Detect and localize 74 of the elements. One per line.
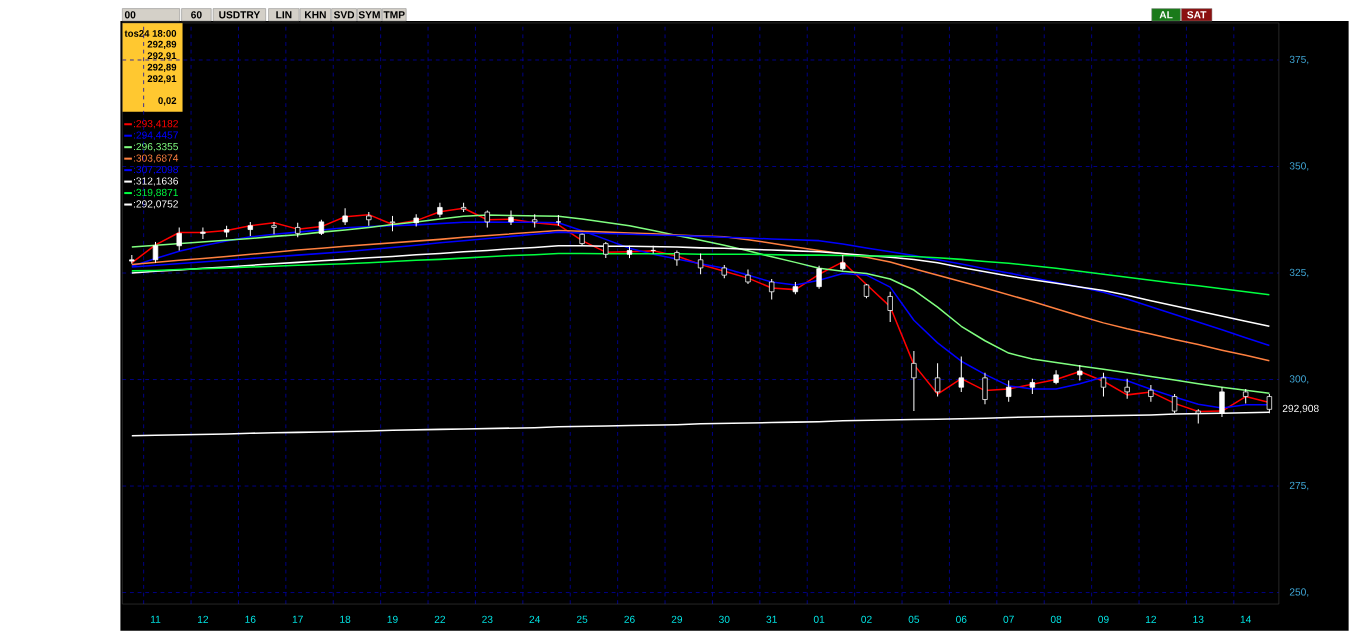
x-tick-label: 12 xyxy=(1145,615,1157,623)
x-tick-label: 16 xyxy=(245,615,256,623)
candlestick xyxy=(958,355,964,393)
annotation: 292,89 xyxy=(147,63,177,72)
x-tick-label: 12 xyxy=(198,615,209,623)
legend-label: :294,4457 xyxy=(134,131,178,140)
x-tick-label: 09 xyxy=(1098,615,1109,623)
x-tick-label: 22 xyxy=(434,615,446,623)
legend-label: :292,0752 xyxy=(134,200,178,209)
x-tick-label: 31 xyxy=(766,615,777,623)
y-tick-label: 275, xyxy=(1289,481,1309,491)
candlestick xyxy=(176,226,182,251)
candlestick xyxy=(1124,378,1130,400)
candlestick xyxy=(200,226,206,240)
x-tick-label: 17 xyxy=(292,615,303,623)
legend-label: :307,2098 xyxy=(134,165,178,175)
x-tick-label: 30 xyxy=(719,615,730,623)
x-tick-label: 26 xyxy=(624,615,635,623)
annotation: 292,91 xyxy=(147,52,177,61)
text: 00 xyxy=(124,11,136,19)
x-tick-label: 06 xyxy=(956,615,967,623)
x-tick-label: 13 xyxy=(1193,615,1204,623)
candlestick xyxy=(982,372,988,405)
x-tick-label: 19 xyxy=(387,615,398,623)
x-tick-label: 05 xyxy=(908,615,920,623)
legend-label: :303,6874 xyxy=(134,154,179,163)
x-tick-label: 11 xyxy=(150,615,161,623)
x-tick-label: 07 xyxy=(1003,615,1014,623)
candlestick xyxy=(769,278,775,300)
text: 60 xyxy=(191,11,202,19)
annotation: 0,02 xyxy=(158,97,177,106)
candlestick xyxy=(674,249,680,267)
y-tick-label: 375, xyxy=(1289,55,1309,65)
text: SYM xyxy=(358,11,380,19)
text: AL xyxy=(1159,11,1173,19)
x-tick-label: 01 xyxy=(813,615,825,623)
candlestick xyxy=(152,241,159,264)
candlestick xyxy=(1100,372,1107,397)
x-tick-label: 29 xyxy=(671,615,683,623)
annotation: tos24 18:00 xyxy=(124,29,177,37)
candlestick xyxy=(887,291,893,323)
candlestick xyxy=(1148,384,1154,403)
x-tick-label: 14 xyxy=(1240,615,1252,623)
text: KHN xyxy=(305,11,326,19)
y-tick-label: 350, xyxy=(1289,162,1309,171)
text: SVD xyxy=(333,11,355,19)
y-tick-label: 325, xyxy=(1289,268,1309,278)
y-tick-label: 250, xyxy=(1289,588,1309,597)
candlestick xyxy=(1006,379,1012,403)
candlestick xyxy=(911,350,917,412)
candlestick xyxy=(508,209,514,226)
legend-label: :319,8871 xyxy=(134,188,178,198)
legend-label: :312,1636 xyxy=(134,177,178,186)
legend-label: :293,4182 xyxy=(134,119,178,129)
y-tick-label: 300, xyxy=(1289,375,1309,384)
candlestick xyxy=(697,252,704,275)
x-tick-label: 08 xyxy=(1050,615,1062,623)
annotation: 292,89 xyxy=(147,40,177,49)
text: LIN xyxy=(276,11,292,19)
x-tick-label: 18 xyxy=(340,615,351,623)
text: SAT xyxy=(1187,11,1207,19)
candlestick xyxy=(816,265,822,290)
x-tick-label: 23 xyxy=(482,615,493,623)
annotation: 292,91 xyxy=(147,75,177,84)
candlestick xyxy=(271,221,277,235)
legend-label: :296,3355 xyxy=(134,142,179,152)
candlestick xyxy=(342,207,348,226)
x-tick-label: 02 xyxy=(861,615,872,623)
x-tick-label: 24 xyxy=(529,615,541,623)
x-tick-label: 25 xyxy=(576,615,588,623)
text: TMP xyxy=(383,11,405,19)
candlestick xyxy=(934,362,941,397)
text: 292,908 xyxy=(1282,404,1319,414)
chart-title: USDTRY xyxy=(219,11,261,19)
